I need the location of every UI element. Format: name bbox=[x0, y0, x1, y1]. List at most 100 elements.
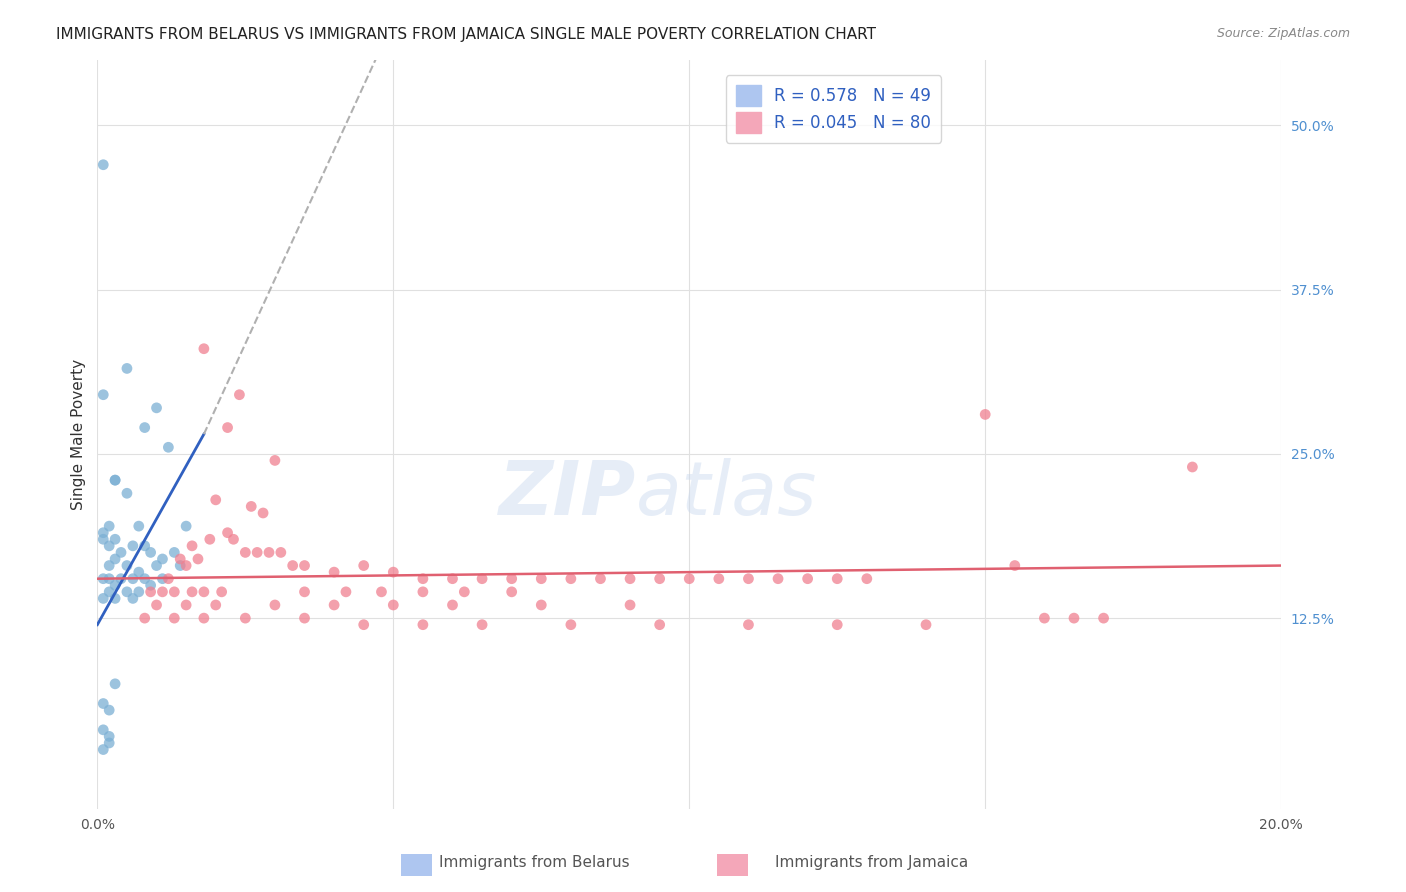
Point bbox=[134, 611, 156, 625]
Point bbox=[471, 617, 494, 632]
Point bbox=[246, 545, 269, 559]
Point bbox=[115, 584, 138, 599]
Point bbox=[91, 533, 114, 547]
Point bbox=[121, 539, 143, 553]
Point bbox=[619, 572, 641, 586]
Point bbox=[134, 420, 156, 434]
Point bbox=[104, 533, 127, 547]
Point bbox=[98, 572, 121, 586]
Point bbox=[441, 572, 464, 586]
Point bbox=[412, 617, 434, 632]
Point bbox=[228, 388, 250, 402]
Point bbox=[104, 578, 127, 592]
Point bbox=[174, 558, 197, 573]
Point bbox=[501, 584, 523, 599]
Point bbox=[915, 617, 938, 632]
Text: Source: ZipAtlas.com: Source: ZipAtlas.com bbox=[1216, 27, 1350, 40]
Point bbox=[648, 617, 671, 632]
Point bbox=[110, 545, 132, 559]
Point bbox=[737, 617, 759, 632]
Point bbox=[121, 591, 143, 606]
Point bbox=[139, 545, 162, 559]
Point bbox=[163, 584, 186, 599]
Point bbox=[152, 584, 174, 599]
Point bbox=[294, 558, 316, 573]
Point bbox=[145, 598, 167, 612]
Point bbox=[1063, 611, 1085, 625]
Point bbox=[323, 565, 346, 579]
Point bbox=[560, 572, 582, 586]
Point bbox=[222, 533, 245, 547]
Y-axis label: Single Male Poverty: Single Male Poverty bbox=[72, 359, 86, 509]
Point bbox=[560, 617, 582, 632]
Point bbox=[91, 525, 114, 540]
Point bbox=[501, 572, 523, 586]
Text: IMMIGRANTS FROM BELARUS VS IMMIGRANTS FROM JAMAICA SINGLE MALE POVERTY CORRELATI: IMMIGRANTS FROM BELARUS VS IMMIGRANTS FR… bbox=[56, 27, 876, 42]
Point bbox=[1092, 611, 1115, 625]
Point bbox=[353, 617, 375, 632]
Point bbox=[157, 440, 180, 454]
Point bbox=[370, 584, 392, 599]
Point bbox=[441, 598, 464, 612]
Point bbox=[115, 361, 138, 376]
Point bbox=[1004, 558, 1026, 573]
Point bbox=[707, 572, 730, 586]
Point bbox=[619, 598, 641, 612]
Point bbox=[91, 697, 114, 711]
Point bbox=[104, 677, 127, 691]
Point bbox=[98, 558, 121, 573]
Point bbox=[974, 408, 997, 422]
Text: atlas: atlas bbox=[636, 458, 817, 530]
Point bbox=[134, 572, 156, 586]
Point bbox=[91, 388, 114, 402]
Point bbox=[240, 500, 263, 514]
Point bbox=[796, 572, 818, 586]
Point bbox=[217, 420, 239, 434]
Text: Immigrants from Belarus: Immigrants from Belarus bbox=[439, 855, 630, 870]
Point bbox=[264, 598, 287, 612]
Point bbox=[270, 545, 292, 559]
Point bbox=[152, 552, 174, 566]
Point bbox=[91, 723, 114, 737]
Point bbox=[98, 736, 121, 750]
Point bbox=[217, 525, 239, 540]
Point bbox=[104, 552, 127, 566]
Point bbox=[174, 519, 197, 533]
Point bbox=[128, 584, 150, 599]
Point bbox=[91, 158, 114, 172]
Point bbox=[181, 539, 204, 553]
Point bbox=[204, 598, 226, 612]
Point bbox=[648, 572, 671, 586]
Point bbox=[252, 506, 274, 520]
Point bbox=[737, 572, 759, 586]
Point bbox=[1181, 460, 1204, 475]
Point bbox=[412, 572, 434, 586]
Point bbox=[98, 539, 121, 553]
Point bbox=[335, 584, 357, 599]
Point bbox=[139, 578, 162, 592]
Point bbox=[204, 492, 226, 507]
Point bbox=[382, 565, 405, 579]
Point bbox=[281, 558, 304, 573]
Point bbox=[856, 572, 879, 586]
Point bbox=[145, 401, 167, 415]
Legend: R = 0.578   N = 49, R = 0.045   N = 80: R = 0.578 N = 49, R = 0.045 N = 80 bbox=[725, 76, 942, 143]
Point bbox=[193, 611, 215, 625]
Point bbox=[193, 584, 215, 599]
Point bbox=[530, 572, 553, 586]
Point bbox=[353, 558, 375, 573]
Point bbox=[211, 584, 233, 599]
Point bbox=[382, 598, 405, 612]
Point bbox=[98, 703, 121, 717]
Text: Immigrants from Jamaica: Immigrants from Jamaica bbox=[775, 855, 969, 870]
Point bbox=[91, 742, 114, 756]
Point bbox=[152, 572, 174, 586]
Point bbox=[110, 572, 132, 586]
Point bbox=[91, 591, 114, 606]
Point bbox=[91, 572, 114, 586]
Point bbox=[128, 565, 150, 579]
Point bbox=[323, 598, 346, 612]
Point bbox=[193, 342, 215, 356]
Point bbox=[233, 611, 256, 625]
Point bbox=[169, 552, 191, 566]
